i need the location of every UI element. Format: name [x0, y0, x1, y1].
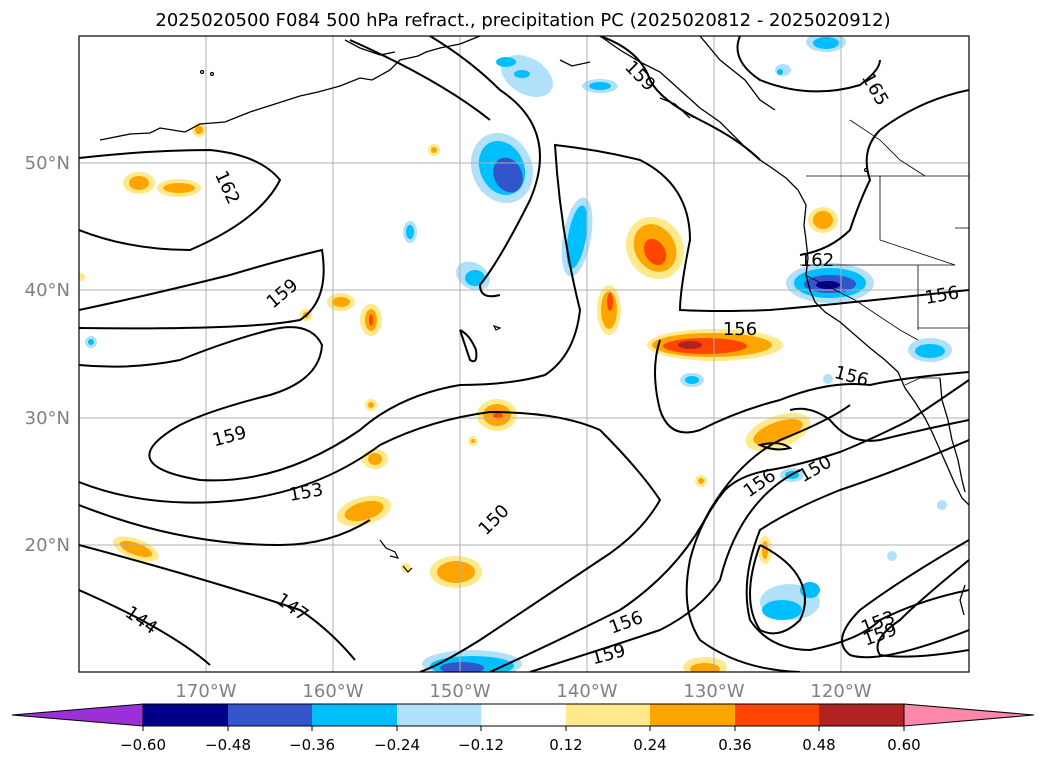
colorbar: −0.60 −0.48 −0.36 −0.24 −0.12 0.12 0.24 … [11, 703, 1035, 754]
precip-positive-patch [647, 329, 783, 361]
precip-positive-patch [745, 412, 811, 452]
lat-tick-label: 20°N [25, 535, 70, 556]
colorbar-segment [312, 704, 397, 726]
lon-tick-label: 120°W [810, 681, 871, 702]
colorbar-tick-label: −0.24 [374, 736, 420, 754]
colorbar-tick-label: −0.60 [120, 736, 166, 754]
colorbar-tick-labels: −0.60 −0.48 −0.36 −0.24 −0.12 0.12 0.24 … [120, 736, 921, 754]
precip-positive-patch [430, 556, 482, 588]
colorbar-over-arrow [903, 703, 1035, 727]
colorbar-segment [650, 704, 735, 726]
precip-positive-patch [808, 207, 838, 233]
precip-positive-patch [123, 172, 201, 197]
colorbar-segment [228, 704, 312, 726]
refractivity-contours [79, 36, 969, 672]
colorbar-segment [143, 704, 228, 726]
lat-tick-label: 50°N [25, 153, 70, 174]
colorbar-tick-label: 0.36 [718, 736, 751, 754]
colorbar-ticks [142, 726, 905, 731]
longitude-tick-labels: 170°W 160°W 150°W 140°W 130°W 120°W [175, 681, 871, 702]
colorbar-tick-label: 0.24 [633, 736, 666, 754]
colorbar-frame [142, 703, 905, 727]
contour-label: 156 [723, 319, 757, 340]
coastlines [99, 36, 969, 616]
lon-tick-label: 130°W [683, 681, 744, 702]
colorbar-segment [397, 704, 481, 726]
colorbar-segment [735, 704, 819, 726]
precip-positive-patch [683, 657, 727, 672]
colorbar-tick-label: −0.36 [289, 736, 335, 754]
precip-negative-patch [470, 132, 534, 204]
colorbar-tick-label: 0.12 [549, 736, 582, 754]
lon-tick-label: 170°W [175, 681, 236, 702]
precip-negative-patch [760, 582, 820, 620]
precip-negative-shading [85, 36, 952, 672]
colorbar-tick-label: 0.48 [802, 736, 835, 754]
colorbar-tick-label: −0.48 [205, 736, 251, 754]
contour-label: 162 [800, 250, 834, 271]
map-title: 2025020500 F084 500 hPa refract., precip… [155, 10, 890, 31]
lat-tick-label: 40°N [25, 280, 70, 301]
precip-positive-patch [327, 293, 382, 336]
colorbar-segment [819, 704, 904, 726]
precip-negative-patch [496, 55, 553, 97]
precip-positive-patch [477, 399, 517, 431]
lon-tick-label: 160°W [302, 681, 363, 702]
precip-negative-patch [422, 650, 522, 672]
lon-tick-label: 140°W [556, 681, 617, 702]
precip-negative-patch [85, 64, 947, 561]
colorbar-tick-label: 0.60 [887, 736, 920, 754]
latitude-tick-labels: 50°N 40°N 30°N 20°N [25, 153, 70, 556]
precip-positive-patch [625, 216, 685, 280]
precip-positive-patch [362, 449, 388, 469]
precip-negative-patch [908, 338, 952, 362]
precip-positive-patch [336, 495, 392, 527]
political-borders [800, 119, 969, 386]
precip-positive-shading [79, 123, 838, 672]
map-plot-area: 165 162 162 159 159 159 159 159 156 156 … [79, 36, 969, 672]
colorbar-under-arrow [11, 703, 144, 727]
colorbar-segment [481, 704, 566, 726]
lat-tick-label: 30°N [25, 408, 70, 429]
gridlines [79, 36, 969, 672]
colorbar-segment [566, 704, 650, 726]
precip-negative-patch [806, 36, 846, 52]
colorbar-tick-label: −0.12 [458, 736, 504, 754]
lon-tick-label: 150°W [429, 681, 490, 702]
precip-positive-patch [597, 285, 621, 335]
map-frame [78, 35, 970, 673]
